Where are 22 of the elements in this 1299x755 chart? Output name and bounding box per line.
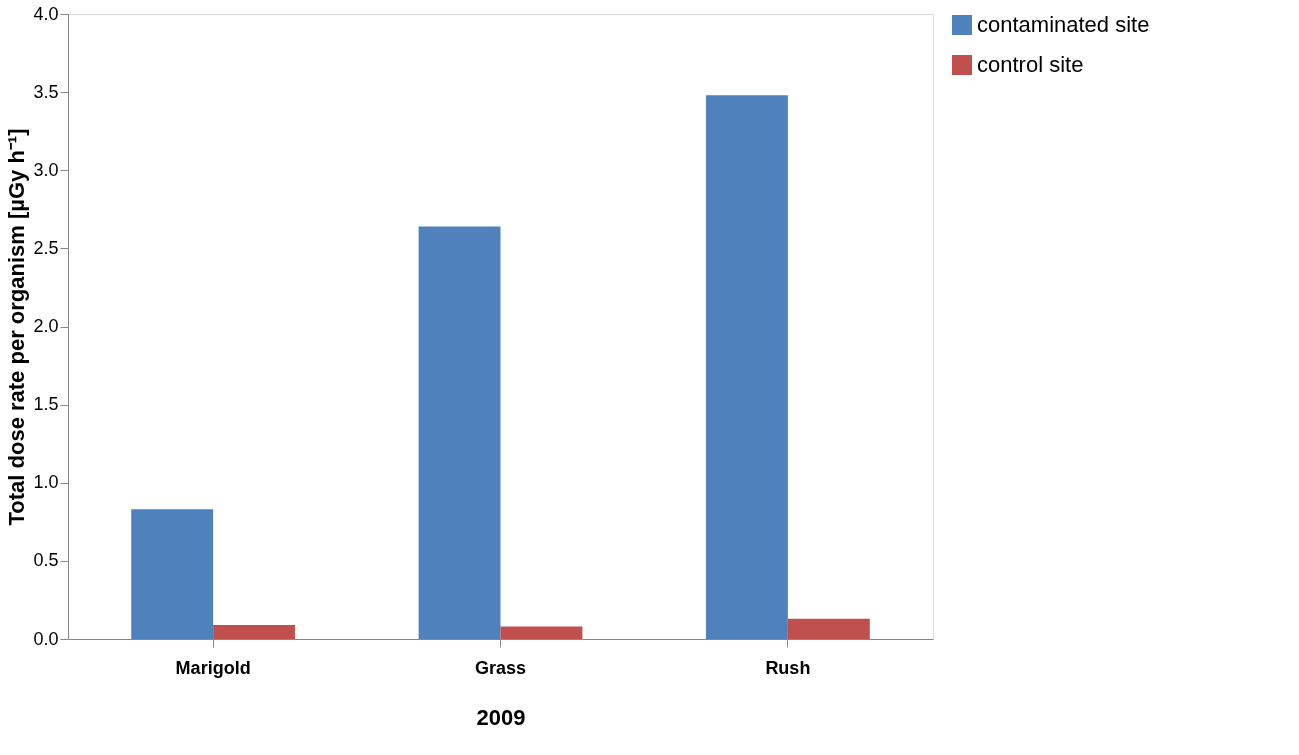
x-tick-label: Grass — [474, 657, 527, 678]
legend-label: contaminated site — [977, 12, 1150, 37]
x-tick-label: Rush — [765, 657, 811, 678]
y-tick-label: 2.0 — [33, 316, 59, 336]
x-tick-label: Marigold — [175, 657, 251, 678]
y-tick-label: 3.0 — [33, 159, 59, 180]
bar — [418, 226, 501, 639]
bar — [500, 626, 583, 639]
y-axis-title: Total dose rate per organism [µGy h⁻¹] — [4, 128, 30, 526]
bar — [213, 624, 296, 639]
legend-label: control site — [977, 52, 1084, 77]
y-tick-label: 1.5 — [33, 394, 59, 415]
y-tick-label: 0.0 — [33, 628, 59, 649]
y-tick-label: 1.0 — [33, 472, 59, 493]
y-tick-label: 4.0 — [33, 3, 59, 24]
bar — [131, 509, 214, 639]
x-axis-title: 2009 — [476, 704, 526, 730]
y-tick-label: 0.5 — [33, 550, 59, 571]
y-tick-label: 3.5 — [33, 81, 59, 102]
y-tick-label: 2.5 — [33, 237, 59, 258]
bar — [787, 618, 870, 639]
bar — [705, 95, 788, 639]
